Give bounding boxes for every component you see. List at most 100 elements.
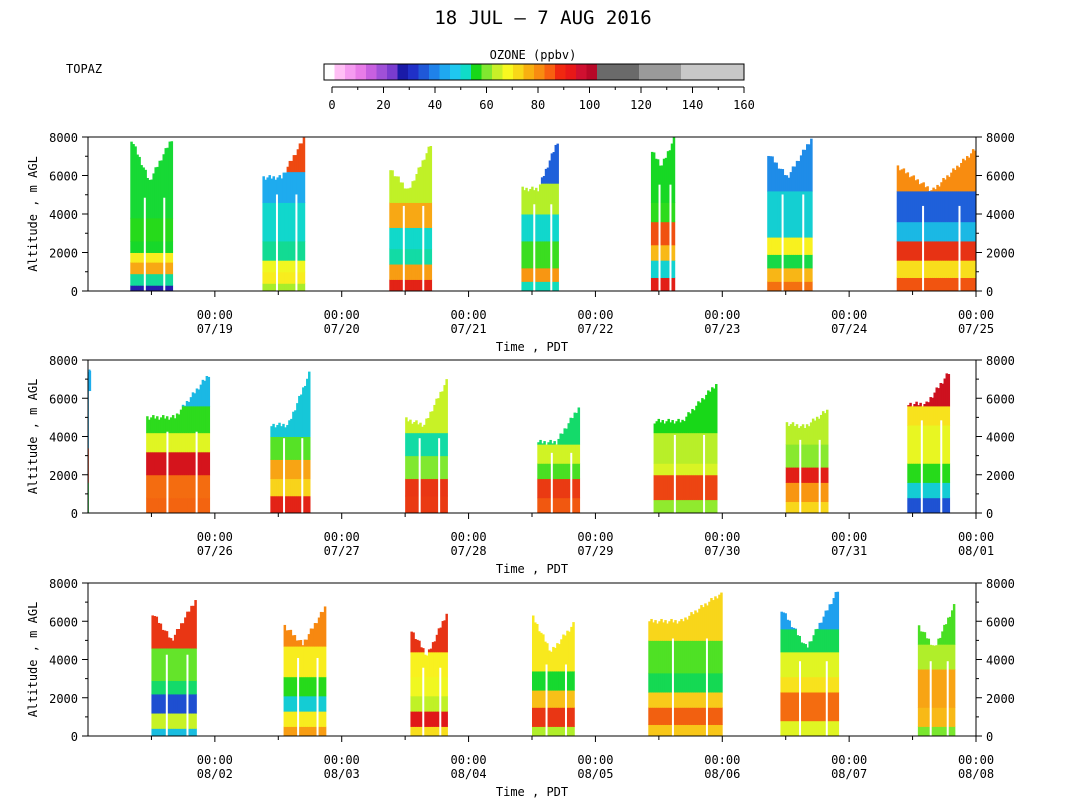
ozone-cell: [662, 221, 666, 246]
ozone-cell: [415, 432, 418, 457]
ozone-cell: [660, 277, 664, 291]
ozone-cell: [720, 707, 723, 726]
ozone-cell: [777, 190, 780, 238]
ozone-cell: [177, 693, 181, 714]
ozone-cell: [787, 177, 791, 192]
ozone-cell: [158, 262, 161, 275]
ozone-cell: [270, 283, 273, 291]
ozone-cell: [807, 426, 811, 445]
ozone-cell: [680, 640, 683, 674]
ozone-cell: [439, 455, 442, 480]
ozone-cell: [140, 165, 143, 219]
ozone-cell: [184, 648, 187, 682]
ozone-cell: [157, 693, 161, 714]
ozone-cell: [155, 728, 159, 736]
ozone-cell: [205, 451, 209, 476]
ozone-cell: [926, 190, 929, 223]
ozone-cell: [433, 711, 437, 727]
ozone-cell: [793, 467, 797, 483]
ozone-cell: [670, 221, 674, 246]
ozone-cell: [266, 202, 269, 242]
ozone-cell: [419, 166, 422, 203]
ozone-cell: [714, 596, 717, 641]
ozone-cell: [168, 141, 172, 219]
ozone-cell: [938, 277, 941, 291]
ozone-cell: [296, 240, 300, 261]
data-gap: [550, 452, 553, 513]
ozone-cell: [542, 670, 545, 691]
ozone-cell: [661, 420, 664, 434]
ozone-cell: [285, 726, 289, 736]
data-gap: [88, 391, 91, 513]
ozone-cell: [151, 728, 154, 736]
ozone-cell: [180, 648, 183, 682]
ozone-cell: [910, 176, 914, 192]
data-gap: [929, 661, 932, 736]
ozone-cell: [287, 646, 291, 678]
ozone-cell: [673, 423, 676, 434]
ozone-cell: [413, 279, 416, 291]
ozone-cell: [270, 240, 273, 261]
colorbar-swatch: [460, 64, 472, 80]
ozone-cell: [921, 707, 925, 727]
ozone-cell: [295, 711, 299, 727]
y-tick-label-right: 2000: [986, 692, 1015, 706]
ozone-cell: [321, 695, 325, 712]
ozone-cell: [697, 432, 700, 464]
ozone-cell: [919, 669, 923, 708]
ozone-cell: [787, 237, 791, 255]
ozone-cell: [163, 713, 167, 729]
ozone-cell: [836, 651, 840, 678]
ozone-cell: [954, 240, 957, 261]
ozone-cell: [433, 455, 436, 480]
ozone-cell: [180, 623, 183, 649]
y-tick-label-right: 8000: [986, 131, 1015, 145]
ozone-cell: [183, 451, 187, 476]
ozone-cell: [566, 670, 569, 691]
ozone-cell: [912, 221, 916, 242]
ozone-cell: [166, 147, 170, 219]
ozone-cell: [168, 285, 172, 291]
ozone-cell: [950, 707, 954, 727]
ozone-cell: [927, 638, 931, 645]
ozone-cell: [836, 591, 840, 630]
ozone-cell: [555, 497, 558, 513]
ozone-cell: [391, 264, 394, 280]
ozone-cell: [791, 501, 795, 513]
ozone-cell: [298, 171, 302, 203]
ozone-cell: [185, 432, 189, 453]
ozone-cell: [674, 620, 677, 641]
ozone-cell: [319, 726, 323, 736]
ozone-cell: [695, 474, 698, 501]
ozone-cell: [550, 690, 553, 708]
ozone-cell: [142, 217, 145, 242]
colorbar-tick-label: 100: [579, 98, 601, 112]
data-gap: [143, 197, 146, 291]
ozone-cell: [391, 279, 394, 291]
ozone-cell: [298, 495, 301, 513]
ozone-cell: [291, 646, 295, 678]
ozone-cell: [775, 162, 778, 192]
ozone-cell: [556, 183, 559, 215]
ozone-cell: [146, 474, 149, 499]
ozone-cell: [565, 428, 568, 445]
ozone-cell: [159, 680, 163, 695]
ozone-cell: [152, 451, 155, 476]
ozone-cell: [804, 692, 807, 722]
ozone-cell: [292, 202, 296, 242]
ozone-cell: [543, 463, 546, 480]
ozone-cell: [403, 188, 406, 203]
ozone-cell: [697, 401, 700, 434]
ozone-cell: [429, 248, 433, 265]
ozone-cell: [927, 482, 930, 499]
ozone-cell: [783, 254, 787, 269]
ozone-cell: [565, 478, 568, 499]
ozone-cell: [931, 463, 934, 483]
ozone-cell: [193, 474, 197, 499]
ozone-cell: [935, 425, 938, 464]
ozone-cell: [191, 392, 195, 407]
ozone-cell: [942, 178, 945, 192]
ozone-cell: [280, 459, 283, 480]
ozone-cell: [307, 676, 311, 697]
ozone-cell: [552, 214, 556, 242]
